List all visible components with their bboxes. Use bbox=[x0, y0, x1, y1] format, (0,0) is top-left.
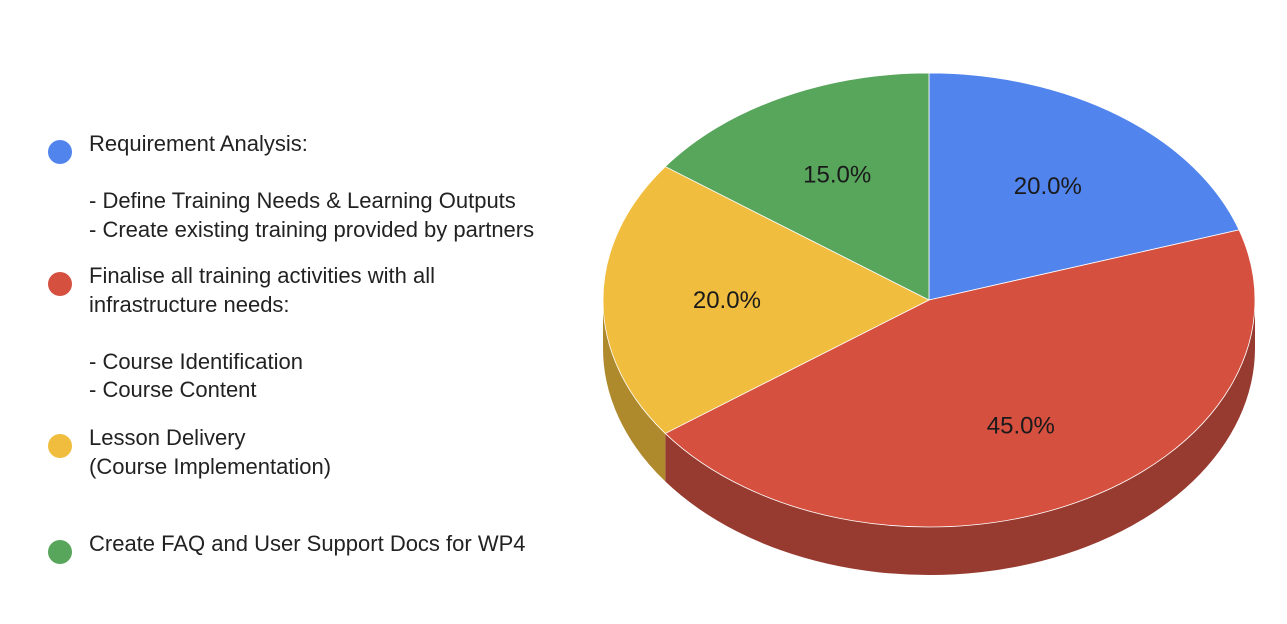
legend-label: Lesson Delivery (Course Implementation) bbox=[89, 425, 332, 479]
pie-side-2 bbox=[603, 300, 666, 482]
pie-slice-2 bbox=[602, 166, 930, 434]
pie-slice-0 bbox=[928, 72, 1240, 301]
pie-slice-1 bbox=[664, 229, 1256, 528]
pie-side-1 bbox=[665, 300, 1255, 575]
legend-label: Create FAQ and User Support Docs for WP4 bbox=[89, 531, 526, 556]
legend-label: Requirement Analysis: - Define Training … bbox=[89, 131, 535, 242]
pie-side-walls bbox=[603, 300, 1255, 575]
slice-label-1: 45.0% bbox=[987, 412, 1055, 439]
legend-marker-green bbox=[48, 540, 72, 564]
slice-label-2: 20.0% bbox=[693, 287, 761, 314]
slice-label-0: 20.0% bbox=[1014, 173, 1082, 200]
chart-legend: Requirement Analysis: - Define Training … bbox=[0, 0, 600, 624]
legend-label: Finalise all training activities with al… bbox=[89, 263, 436, 402]
legend-marker-blue bbox=[48, 140, 72, 164]
legend-marker-yellow bbox=[48, 434, 72, 458]
legend-marker-red bbox=[48, 272, 72, 296]
pie-labels: 20.0% 45.0% 20.0% 15.0% bbox=[693, 162, 1082, 440]
pie-slice-3 bbox=[664, 72, 930, 301]
slice-label-3: 15.0% bbox=[803, 162, 871, 189]
pie-slices bbox=[602, 72, 1256, 528]
